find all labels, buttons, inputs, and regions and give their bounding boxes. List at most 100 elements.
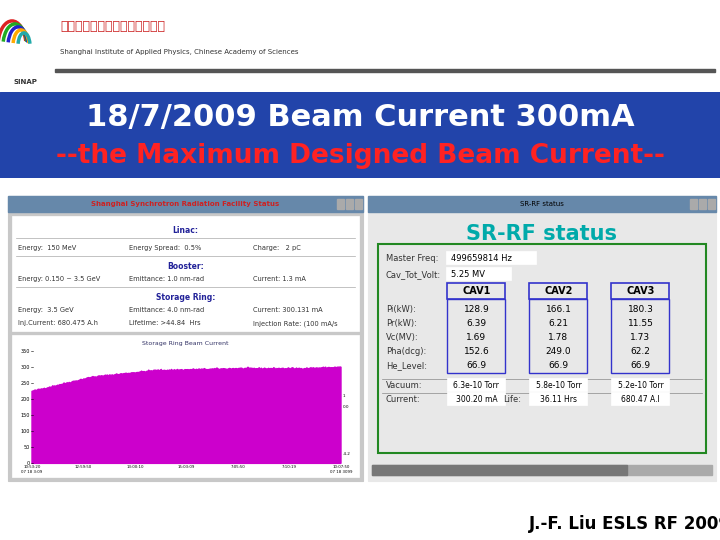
Bar [529,393,588,406]
Text: Current: 1.3 mA: Current: 1.3 mA [253,276,306,282]
Text: CAV1: CAV1 [462,286,490,296]
Text: 350: 350 [21,349,30,354]
Text: 6.3e-10 Torr: 6.3e-10 Torr [454,381,500,390]
Bar [337,199,344,209]
Text: J.-F. Liu ESLS RF 2009: J.-F. Liu ESLS RF 2009 [529,515,720,533]
Text: Energy:  150 MeV: Energy: 150 MeV [18,245,76,251]
Text: 300: 300 [21,365,30,370]
Bar [368,196,716,212]
Text: 12:59:50: 12:59:50 [75,465,92,469]
Text: Cav_Tot_Volt:: Cav_Tot_Volt: [386,270,441,279]
Text: 499659814 Hz: 499659814 Hz [451,254,512,263]
Text: Storage Ring Beam Current: Storage Ring Beam Current [143,341,229,346]
Text: 680.47 A.I: 680.47 A.I [621,395,660,404]
Bar [355,199,362,209]
Text: 6.21: 6.21 [549,319,568,328]
Text: Current: 300.131 mA: Current: 300.131 mA [253,307,323,313]
Text: Lifetime: >44.84  Hrs: Lifetime: >44.84 Hrs [129,320,201,326]
Bar [529,284,588,299]
Text: 66.9: 66.9 [630,361,650,370]
Text: Shanghai Institute of Applied Physics, Chinese Academy of Sciences: Shanghai Institute of Applied Physics, C… [60,49,299,55]
Text: CAV2: CAV2 [544,286,572,296]
Bar [447,284,505,299]
Bar [446,267,511,280]
Bar [372,465,627,475]
Text: Vacuum:: Vacuum: [386,381,423,390]
Text: 200: 200 [21,397,30,402]
Text: SR-RF status: SR-RF status [520,201,564,207]
Text: 7:10:19: 7:10:19 [282,465,297,469]
Bar [529,379,588,392]
Text: 1.69: 1.69 [467,333,487,342]
Text: Charge:   2 pC: Charge: 2 pC [253,245,301,251]
Text: 100: 100 [21,429,30,434]
Text: 180.3: 180.3 [627,305,653,314]
Bar [611,284,670,299]
Bar [372,465,712,475]
Text: 6.39: 6.39 [467,319,487,328]
Text: 18/7/2009 Beam Current 300mA: 18/7/2009 Beam Current 300mA [86,104,634,132]
Text: 66.9: 66.9 [549,361,569,370]
Text: Master Freq:: Master Freq: [386,254,438,263]
Bar [611,299,670,373]
Text: --the Maximum Designed Beam Current--: --the Maximum Designed Beam Current-- [55,143,665,169]
Text: 50: 50 [24,445,30,450]
Bar [690,199,697,209]
Text: 0.0: 0.0 [343,406,349,409]
Bar [368,196,716,481]
Text: He_Level:: He_Level: [386,361,427,370]
Bar [55,69,715,72]
Text: 150: 150 [21,413,30,418]
Text: 11.55: 11.55 [627,319,653,328]
Text: Emittance: 4.0 nm-rad: Emittance: 4.0 nm-rad [129,307,204,313]
Bar [611,393,670,406]
Text: Energy: 0.150 ~ 3.5 GeV: Energy: 0.150 ~ 3.5 GeV [18,276,100,282]
Text: 300.20 mA: 300.20 mA [456,395,498,404]
Bar [708,199,715,209]
Text: 0: 0 [27,461,30,466]
Text: Inj.Current: 680.475 A.h: Inj.Current: 680.475 A.h [18,320,98,326]
Text: Shanghai Synchrotron Radiation Facility Status: Shanghai Synchrotron Radiation Facility … [91,201,279,207]
Text: CAV3: CAV3 [626,286,654,296]
Text: 10:07:50
07 18 3099: 10:07:50 07 18 3099 [330,465,352,474]
Text: 1: 1 [343,394,346,398]
Text: Booster:: Booster: [167,262,204,271]
Text: 249.0: 249.0 [546,347,571,356]
Polygon shape [32,367,341,463]
Bar [12,216,359,332]
Text: 5.2e-10 Torr: 5.2e-10 Torr [618,381,663,390]
Text: Pr(kW):: Pr(kW): [386,319,417,328]
Text: 15:03:09: 15:03:09 [178,465,195,469]
Text: 7:05:50: 7:05:50 [230,465,246,469]
Text: Pha(dcg):: Pha(dcg): [386,347,426,356]
Text: 中国科学院上海应用物理研究所: 中国科学院上海应用物理研究所 [60,21,165,33]
Text: 128.9: 128.9 [464,305,490,314]
Text: SR-RF status: SR-RF status [467,224,618,244]
Text: Pi(kW):: Pi(kW): [386,305,415,314]
Text: 36.11 Hrs: 36.11 Hrs [540,395,577,404]
Text: 152.6: 152.6 [464,347,490,356]
Bar [529,299,588,373]
Bar [346,199,353,209]
Text: 1.73: 1.73 [630,333,650,342]
Text: 166.1: 166.1 [546,305,572,314]
Text: -4.2: -4.2 [343,453,351,456]
Text: Storage Ring:: Storage Ring: [156,293,215,302]
Bar [12,335,359,477]
Text: 5.8e-10 Torr: 5.8e-10 Torr [536,381,581,390]
Text: SINAP: SINAP [14,79,38,85]
Text: 10:53:20
07 18 3:09: 10:53:20 07 18 3:09 [22,465,42,474]
Text: Injection Rate: (100 mA/s: Injection Rate: (100 mA/s [253,320,338,327]
Text: 250: 250 [21,381,30,386]
Bar [447,393,505,406]
Text: 62.2: 62.2 [631,347,650,356]
Bar [8,196,363,481]
Text: Life:: Life: [503,395,521,404]
Text: Energy Spread:  0.5%: Energy Spread: 0.5% [129,245,202,251]
Text: 66.9: 66.9 [467,361,487,370]
Text: 1.78: 1.78 [549,333,569,342]
Bar [447,379,505,392]
Bar [447,299,505,373]
Bar [699,199,706,209]
Text: Emittance: 1.0 nm-rad: Emittance: 1.0 nm-rad [129,276,204,282]
